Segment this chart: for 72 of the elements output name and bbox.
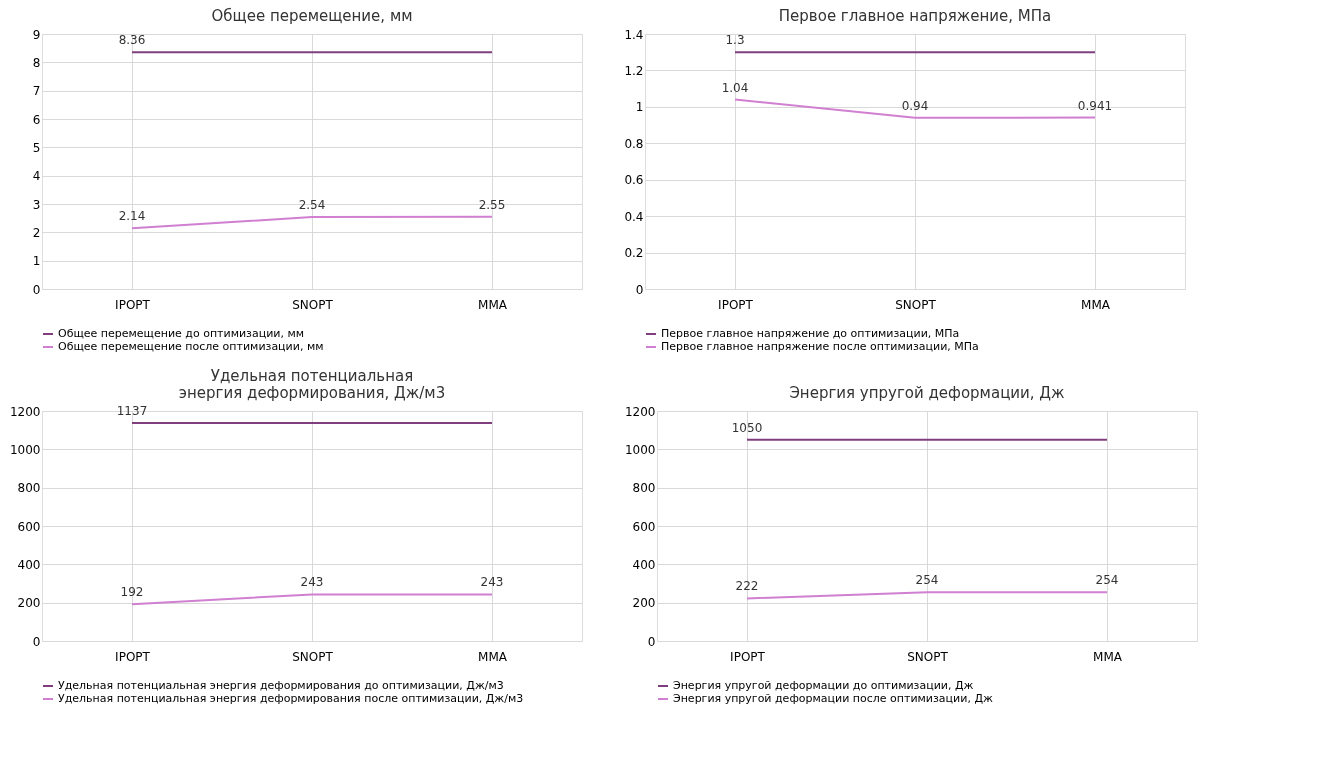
y-tick-label: 0: [32, 634, 41, 649]
y-tick-label: 8: [32, 55, 41, 70]
legend-label: Энергия упругой деформации до оптимизации, Дж: [673, 679, 974, 692]
x-tick-label: MMA: [478, 297, 508, 312]
y-tick-label: 400: [632, 557, 656, 572]
data-label: 0.94: [901, 98, 929, 113]
data-label: 243: [480, 575, 504, 590]
x-tick-label: SNOPT: [292, 649, 334, 664]
y-tick-label: 1200: [9, 404, 41, 419]
data-label: 1.3: [725, 33, 745, 48]
y-tick-label: 0: [32, 282, 41, 297]
chart-title: Общее перемещение, мм: [211, 7, 413, 25]
y-tick-label: 1: [32, 254, 41, 269]
data-label: 8.36: [118, 33, 146, 48]
data-label: 1137: [116, 404, 148, 419]
legend-label: Общее перемещение после оптимизации, мм: [58, 340, 324, 353]
y-tick-label: 3: [32, 197, 41, 212]
y-tick-label: 1000: [624, 442, 656, 457]
legend-label: Общее перемещение до оптимизации, мм: [58, 327, 305, 340]
data-label: 2.54: [298, 198, 326, 213]
y-tick-label: 1000: [9, 442, 41, 457]
chart-title: Первое главное напряжение, МПа: [778, 7, 1052, 25]
y-tick-label: 6: [32, 112, 41, 127]
x-tick-label: IPOPT: [115, 297, 151, 312]
y-tick-label: 0.4: [624, 209, 644, 224]
legend-label: Первое главное напряжение до оптимизации, МПа: [661, 327, 960, 340]
data-label: 1.04: [721, 80, 749, 95]
y-tick-label: 0.8: [624, 136, 644, 151]
data-label: 1050: [731, 420, 763, 435]
y-tick-label: 0: [635, 282, 644, 297]
chart-title: Удельная потенциальная энергия деформирования, Дж/м3: [178, 367, 446, 402]
data-label: 2.14: [118, 209, 146, 224]
y-tick-label: 800: [17, 481, 41, 496]
y-tick-label: 800: [632, 481, 656, 496]
data-label: 2.55: [478, 197, 506, 212]
legend-label: Энергия упругой деформации после оптимизации, Дж: [673, 692, 993, 705]
y-tick-label: 600: [632, 519, 656, 534]
y-tick-label: 9: [32, 27, 41, 42]
x-tick-label: IPOPT: [115, 649, 151, 664]
y-tick-label: 7: [32, 84, 41, 99]
legend-label: Удельная потенциальная энергия деформирования после оптимизации, Дж/м3: [58, 692, 524, 705]
y-tick-label: 2: [32, 225, 41, 240]
data-label: 254: [1095, 573, 1119, 588]
y-tick-label: 5: [32, 140, 41, 155]
y-tick-label: 1.2: [624, 63, 644, 78]
chart-title: Энергия упругой деформации, Дж: [789, 384, 1065, 402]
x-tick-label: MMA: [478, 649, 508, 664]
x-tick-label: SNOPT: [292, 297, 334, 312]
x-tick-label: MMA: [1093, 649, 1123, 664]
x-tick-label: IPOPT: [730, 649, 766, 664]
data-label: 192: [120, 585, 144, 600]
y-tick-label: 200: [17, 596, 41, 611]
data-label: 0.941: [1077, 98, 1113, 113]
y-tick-label: 0.6: [624, 173, 644, 188]
y-tick-label: 4: [32, 169, 41, 184]
y-tick-label: 1: [635, 100, 644, 115]
x-tick-label: SNOPT: [895, 297, 937, 312]
data-label: 222: [735, 579, 759, 594]
data-label: 254: [915, 573, 939, 588]
legend-label: Удельная потенциальная энергия деформирования до оптимизации, Дж/м3: [58, 679, 504, 692]
x-tick-label: IPOPT: [718, 297, 754, 312]
y-tick-label: 1200: [624, 404, 656, 419]
y-tick-label: 400: [17, 557, 41, 572]
y-tick-label: 600: [17, 519, 41, 534]
y-tick-label: 0: [647, 634, 656, 649]
x-tick-label: SNOPT: [907, 649, 949, 664]
x-tick-label: MMA: [1081, 297, 1111, 312]
legend-label: Первое главное напряжение после оптимизации, МПа: [661, 340, 979, 353]
y-tick-label: 200: [632, 596, 656, 611]
data-label: 243: [300, 575, 324, 590]
y-tick-label: 1.4: [624, 27, 644, 42]
y-tick-label: 0.2: [624, 246, 644, 261]
